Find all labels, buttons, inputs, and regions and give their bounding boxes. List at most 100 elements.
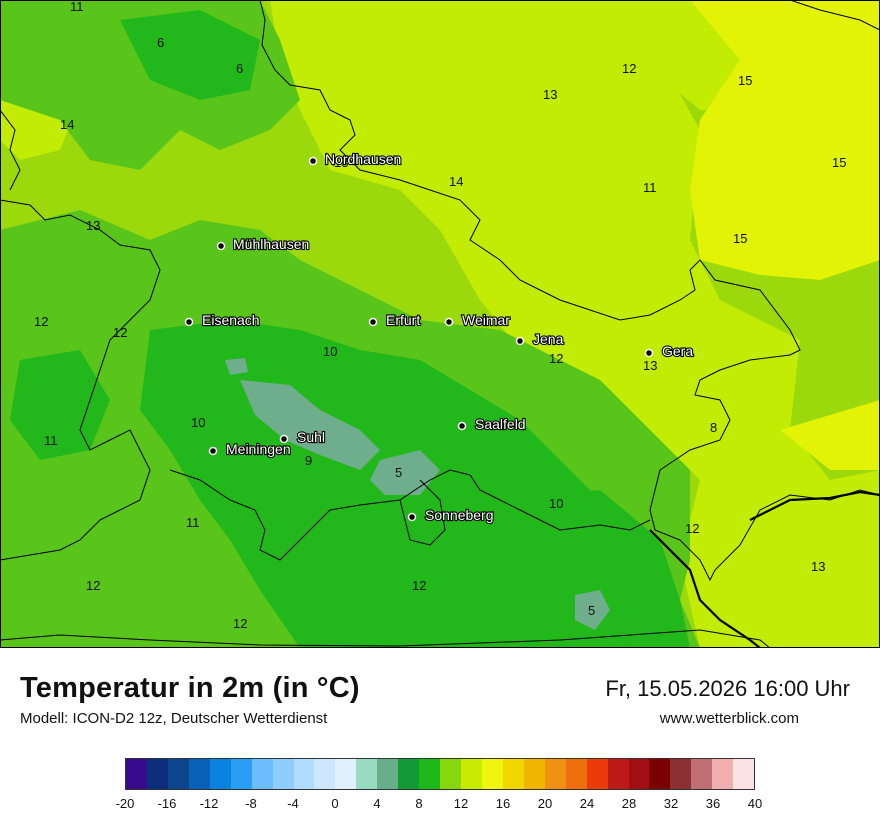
legend-swatch (649, 759, 671, 789)
temperature-value: 13 (543, 87, 557, 102)
temperature-value: 13 (334, 155, 348, 170)
city-weimar: Weimar (444, 311, 511, 329)
temperature-value: 10 (549, 496, 563, 511)
legend-swatch (146, 759, 168, 789)
city-eisenach: Eisenach (184, 311, 261, 329)
legend-swatch (251, 759, 273, 789)
city-markers: Nordhausen Mühlhausen Eisenach Erfurt We… (184, 150, 694, 524)
legend-swatch (481, 759, 503, 789)
city-erfurt: Erfurt (368, 311, 421, 329)
temperature-value: 9 (305, 453, 312, 468)
legend-swatch (523, 759, 545, 789)
legend-tick-label: -12 (199, 796, 219, 811)
legend-swatch (691, 759, 713, 789)
legend-ticks: -20 -16 -12 -8 -4 0 4 8 12 16 20 24 28 32 36 40 (116, 796, 763, 816)
legend-tick-label: 4 (373, 796, 381, 811)
legend-swatch (565, 759, 587, 789)
city-dot-icon (279, 434, 289, 444)
national-border (649, 529, 761, 649)
legend-swatch (419, 759, 441, 789)
legend-swatch (377, 759, 399, 789)
temperature-value: 10 (323, 344, 337, 359)
temperature-value: 12 (412, 578, 426, 593)
city-label: Eisenach (202, 312, 260, 328)
city-label: Suhl (297, 429, 325, 445)
city-dot-icon (644, 348, 654, 358)
legend-swatch (335, 759, 357, 789)
legend-swatch (544, 759, 566, 789)
city-nordhausen: Nordhausen (308, 150, 402, 168)
temperature-value: 12 (622, 61, 636, 76)
city-label: Gera (662, 343, 693, 359)
legend-swatch (461, 759, 482, 789)
legend-swatch (398, 759, 420, 789)
temperature-value: 8 (710, 420, 717, 435)
legend-tick-label: 20 (537, 796, 553, 811)
temperature-value: 6 (236, 61, 243, 76)
temperature-value: 11 (44, 433, 58, 448)
city-sonneberg: Sonneberg (407, 506, 495, 524)
legend-swatch (712, 759, 734, 789)
temperature-value: 15 (733, 231, 747, 246)
website-link[interactable]: www.wetterblick.com (659, 710, 799, 727)
city-dot-icon (515, 336, 525, 346)
temperature-value: 14 (449, 174, 463, 189)
legend-tick-label: -16 (157, 796, 177, 811)
city-label: Nordhausen (325, 151, 401, 167)
legend-swatch (272, 759, 294, 789)
legend-tick-label: -20 (115, 796, 135, 811)
legend-tick-label: 24 (579, 796, 595, 811)
city-dot-icon (208, 446, 218, 456)
national-border-east (749, 490, 880, 521)
temperature-value: 15 (738, 73, 752, 88)
temperature-value: 12 (549, 351, 563, 366)
legend-swatch (126, 759, 147, 789)
legend-swatch (670, 759, 692, 789)
city-saalfeld: Saalfeld (457, 415, 527, 433)
legend-swatch (188, 759, 210, 789)
legend-tick-label: 16 (495, 796, 511, 811)
legend-swatch (230, 759, 252, 789)
legend-swatch (167, 759, 189, 789)
temperature-value: 15 (832, 155, 846, 170)
city-label: Erfurt (386, 312, 420, 328)
temperature-value: 12 (685, 521, 699, 536)
city-label: Jena (533, 331, 564, 347)
legend-tick-label: 0 (331, 796, 339, 811)
legend-swatch (293, 759, 315, 789)
temperature-value: 5 (588, 603, 595, 618)
temperature-value: 11 (643, 180, 657, 195)
city-dot-icon (457, 421, 467, 431)
legend-swatch (733, 759, 755, 789)
legend-swatch (607, 759, 629, 789)
legend-swatch (356, 759, 378, 789)
legend-tick-label: -8 (245, 796, 257, 811)
city-dot-icon (368, 317, 378, 327)
temperature-value: 5 (395, 465, 402, 480)
legend-swatch (502, 759, 524, 789)
temperature-value: 14 (60, 117, 74, 132)
legend-tick-label: -4 (287, 796, 299, 811)
city-jena: Jena (515, 330, 565, 348)
legend-swatch (440, 759, 461, 789)
cold-zone-5 (225, 358, 610, 630)
legend-tick-label: 28 (621, 796, 637, 811)
legend-tick-label: 12 (453, 796, 469, 811)
temperature-value: 12 (113, 325, 127, 340)
city-label: Saalfeld (475, 416, 526, 432)
city-label: Weimar (462, 312, 510, 328)
legend-tick-label: 40 (747, 796, 763, 811)
page-title: Temperatur in 2m (in °C) (20, 672, 360, 704)
temperature-value: 11 (70, 0, 84, 14)
city-label: Sonneberg (425, 507, 494, 523)
temperature-value: 11 (186, 515, 200, 530)
city-gera: Gera (644, 342, 694, 360)
temperature-map: 11 6 6 12 13 15 14 13 14 11 15 13 12 15 … (0, 0, 880, 649)
warm-zone-15 (690, 0, 880, 470)
city-dot-icon (216, 241, 226, 251)
legend-tick-label: 8 (415, 796, 423, 811)
city-label: Mühlhausen (233, 236, 309, 252)
legend-swatch (628, 759, 650, 789)
temperature-value: 13 (86, 218, 100, 233)
temperature-value: 12 (233, 616, 247, 631)
